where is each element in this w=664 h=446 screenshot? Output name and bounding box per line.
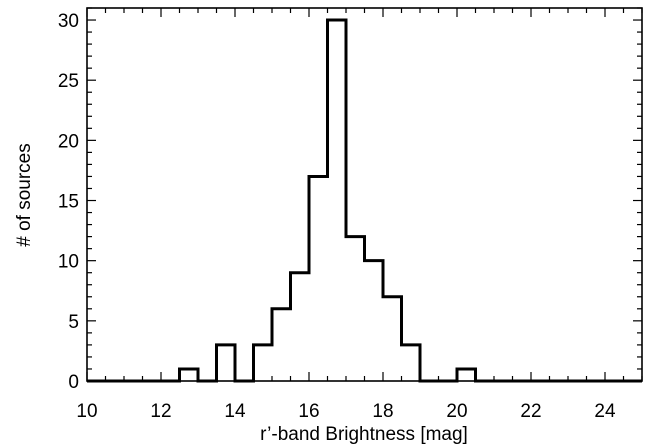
y-tick-label: 0 bbox=[68, 372, 79, 393]
histogram-bin bbox=[291, 273, 310, 381]
y-tick-label: 10 bbox=[58, 252, 79, 273]
histogram-bin bbox=[254, 345, 273, 381]
histogram-bin bbox=[180, 369, 199, 381]
histogram-bin bbox=[346, 237, 365, 381]
histogram-bin bbox=[272, 309, 291, 381]
y-tick-label: 20 bbox=[58, 131, 79, 152]
y-tick-label: 25 bbox=[58, 71, 79, 92]
y-tick-label: 30 bbox=[58, 11, 79, 32]
y-tick-label: 15 bbox=[58, 192, 79, 213]
histogram-bin bbox=[457, 369, 476, 381]
x-tick-label: 10 bbox=[76, 401, 97, 422]
histogram-bin bbox=[217, 345, 236, 381]
x-axis-ticks: 10 12 14 16 18 20 22 24 bbox=[76, 8, 643, 422]
histogram-bin bbox=[309, 176, 328, 381]
x-tick-label: 24 bbox=[594, 401, 616, 422]
x-tick-label: 12 bbox=[150, 401, 171, 422]
histogram-outline bbox=[87, 18, 642, 383]
y-axis-label: # of sources bbox=[14, 143, 35, 247]
x-tick-label: 18 bbox=[372, 401, 393, 422]
histogram-bin bbox=[402, 345, 421, 381]
histogram-bin bbox=[365, 261, 384, 381]
x-tick-label: 14 bbox=[224, 401, 246, 422]
x-axis-label: r’-band Brightness [mag] bbox=[260, 424, 468, 445]
plot-frame bbox=[86, 7, 643, 382]
histogram-bin bbox=[383, 297, 402, 381]
histogram-bin bbox=[328, 20, 347, 381]
y-tick-label: 5 bbox=[68, 312, 79, 333]
x-tick-label: 20 bbox=[446, 401, 467, 422]
x-tick-label: 22 bbox=[520, 401, 541, 422]
x-tick-label: 16 bbox=[298, 401, 319, 422]
y-axis-ticks: 0 5 10 15 20 25 30 bbox=[58, 7, 642, 393]
